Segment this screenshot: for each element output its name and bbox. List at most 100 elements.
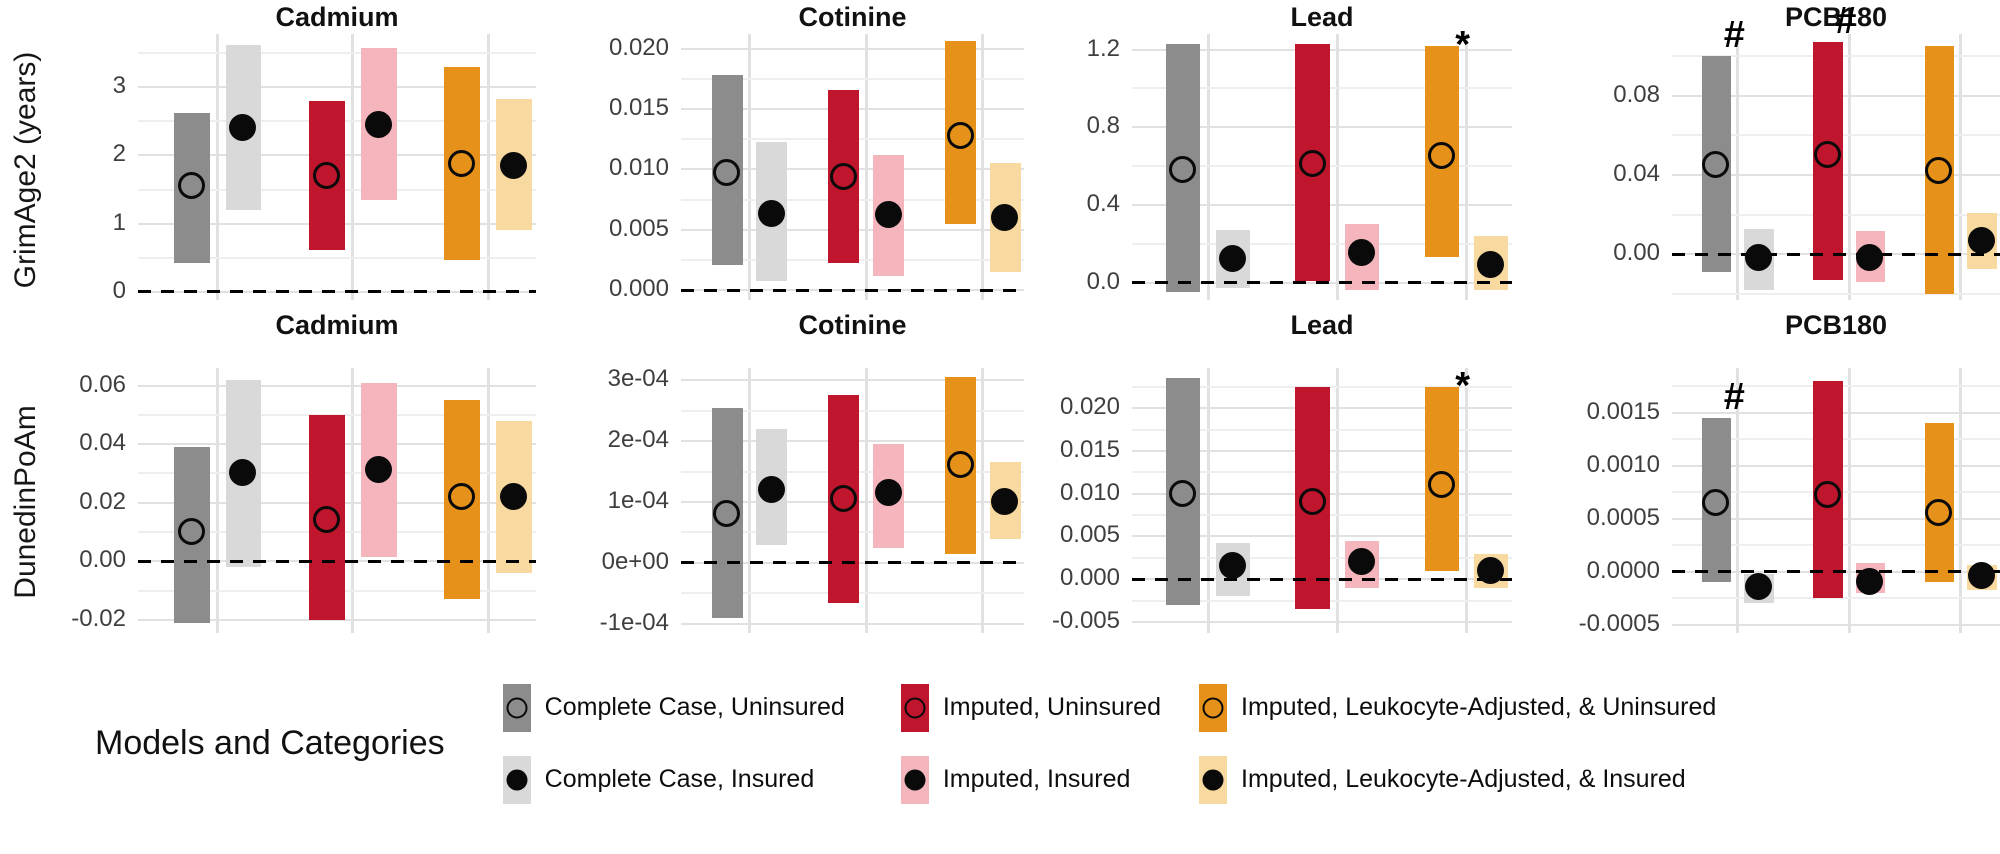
chart-panel-lead: Lead 0.0 0.4 0.8 1.2 * (1024, 0, 1512, 302)
y-tick-label: 0 (112, 276, 126, 304)
legend-entry-label: Imputed, Insured (942, 765, 1131, 793)
estimate-point-filled (1477, 556, 1505, 584)
vertical-gridline (1335, 368, 1339, 633)
legend-open-circle-icon (506, 697, 528, 718)
y-axis-tick-labels: 0.000 0.005 0.010 0.015 0.020 (536, 33, 681, 302)
vertical-gridline (1736, 34, 1740, 300)
vertical-gridline (1736, 368, 1740, 633)
significance-annotation: # (1723, 13, 1745, 56)
legend-filled-circle-icon (1202, 769, 1224, 790)
y-tick-label: 0.00 (79, 546, 126, 574)
y-tick-label: 2e-04 (607, 425, 669, 453)
zero-reference-line (138, 290, 536, 294)
vertical-gridline (981, 368, 985, 633)
minor-gridline (138, 256, 536, 259)
vertical-gridline (351, 368, 355, 633)
estimate-point-filled (1967, 227, 1995, 255)
row-label-gutter: GrimAge2 (years) (0, 0, 48, 302)
estimate-point-filled (874, 201, 902, 229)
estimate-point-open (1169, 155, 1197, 183)
y-axis-tick-labels: 0.0 0.4 0.8 1.2 (1024, 34, 1132, 300)
chart-row-grimage2: GrimAge2 (years) Cadmium 0 1 2 3 Cotinine 0.00… (0, 0, 2000, 304)
panel-title: Cotinine (798, 310, 907, 340)
legend-entry: Complete Case, Uninsured (502, 683, 845, 732)
estimate-point-open (313, 161, 341, 189)
y-tick-label: 0e+00 (601, 547, 669, 575)
vertical-gridline (351, 34, 355, 300)
minor-gridline (681, 77, 1024, 80)
legend-entry-label: Imputed, Uninsured (942, 693, 1161, 721)
y-tick-label: 0.04 (1613, 159, 1660, 187)
legend-entry: Complete Case, Insured (502, 755, 845, 804)
plot-area (138, 34, 536, 300)
y-tick-label: 0.020 (608, 33, 669, 61)
minor-gridline (1672, 597, 2000, 600)
estimate-point-filled (991, 203, 1019, 231)
major-gridline (1672, 623, 2000, 626)
y-axis-row-label-grimage2: GrimAge2 (years) (9, 51, 43, 289)
vertical-gridline (1847, 34, 1851, 300)
panel-body: -0.0005 0.0000 0.0005 0.0010 0.0015 # (1512, 368, 2000, 636)
vertical-gridline (216, 34, 220, 300)
vertical-gridline (981, 34, 985, 300)
y-axis-tick-labels: -1e-04 0e+00 1e-04 2e-04 3e-04 (536, 365, 681, 636)
y-tick-label: 0.0010 (1586, 450, 1660, 478)
y-tick-label: 0.020 (1059, 393, 1120, 421)
estimate-point-filled (874, 478, 902, 506)
y-tick-label: 0.010 (1059, 478, 1120, 506)
chart-panel-cadmium: Cadmium -0.02 0.00 0.02 0.04 0.06 (48, 302, 536, 633)
row-label-gutter: DunedinPoAm (0, 302, 48, 633)
plot-area: # (1672, 368, 2000, 633)
legend-columns: Complete Case, Uninsured Complete Case, I… (502, 683, 1717, 804)
y-axis-tick-labels: -0.005 0.000 0.005 0.010 0.015 0.020 (1024, 368, 1132, 634)
estimate-point-open (1925, 499, 1953, 527)
estimate-point-open (1298, 150, 1326, 178)
legend-filled-circle-icon (904, 769, 926, 790)
legend-entry-label: Imputed, Leukocyte-Adjusted, & Uninsured (1241, 693, 1717, 721)
y-tick-label: -0.02 (71, 604, 126, 632)
chart-panel-pcb180: PCB180 0.00 0.04 0.08 # # (1512, 0, 2000, 302)
panel-body: -0.005 0.000 0.005 0.010 0.015 0.020 * (1024, 364, 1512, 634)
zero-reference-line (1132, 577, 1512, 581)
legend-column: Imputed, Leukocyte-Adjusted, & Uninsured… (1199, 683, 1717, 804)
vertical-gridline (1959, 368, 1963, 633)
estimate-point-open (713, 159, 741, 187)
legend-open-circle-icon (904, 697, 926, 718)
panel-body: -0.02 0.00 0.02 0.04 0.06 (48, 368, 536, 633)
y-tick-label: 0.00 (1613, 239, 1660, 267)
y-tick-label: 0.02 (79, 487, 126, 515)
vertical-gridline (748, 368, 752, 633)
estimate-point-filled (1744, 244, 1772, 272)
plot-area (138, 368, 536, 633)
y-tick-label: 0.06 (79, 370, 126, 398)
estimate-point-filled (1347, 548, 1375, 576)
legend-key-swatch (1199, 683, 1227, 732)
panel-title: PCB180 (1784, 2, 1888, 32)
estimate-point-open (1702, 151, 1730, 178)
estimate-point-open (177, 172, 205, 200)
significance-annotation: * (1455, 364, 1470, 407)
estimate-point-open (1925, 156, 1953, 184)
chart-row-dunedinpoam: DunedinPoAm Cadmium -0.02 0.00 0.02 0.04 0.06… (0, 302, 2000, 636)
major-gridline (681, 47, 1024, 50)
y-tick-label: -0.005 (1051, 606, 1120, 634)
y-axis-tick-labels: -0.02 0.00 0.02 0.04 0.06 (48, 368, 138, 633)
y-axis-row-label-dunedinpoam: DunedinPoAm (9, 405, 43, 599)
legend-column: Complete Case, Uninsured Complete Case, I… (502, 683, 845, 804)
vertical-gridline (748, 34, 752, 300)
estimate-point-open (1427, 142, 1455, 170)
panel-grid-row2: Cadmium -0.02 0.00 0.02 0.04 0.06 Cotinine -1e-… (48, 302, 2000, 636)
y-tick-label: 2 (112, 140, 126, 168)
zero-reference-line (1672, 252, 2000, 256)
y-tick-label: 0.4 (1086, 189, 1120, 217)
significance-annotation: * (1455, 23, 1470, 66)
legend-key-swatch (1199, 755, 1227, 804)
estimate-point-filled (229, 114, 257, 142)
estimate-point-filled (364, 110, 392, 138)
significance-annotation: # (1723, 375, 1745, 418)
vertical-gridline (864, 368, 868, 633)
y-axis-tick-labels: -0.0005 0.0000 0.0005 0.0010 0.0015 (1512, 368, 1672, 636)
estimate-point-open (1169, 479, 1197, 507)
y-tick-label: 1 (112, 208, 126, 236)
